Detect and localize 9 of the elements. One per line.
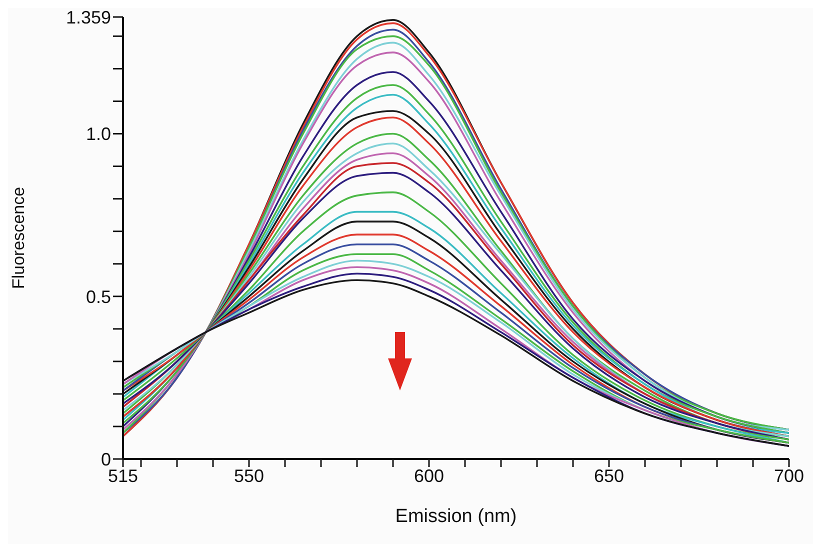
- y-axis-title: Fluorescence: [9, 186, 28, 290]
- x-tick-label: 700: [774, 466, 804, 486]
- x-axis-title: Emission (nm): [395, 506, 517, 527]
- x-tick-label: 600: [414, 466, 444, 486]
- y-tick-label: 1.0: [86, 124, 111, 144]
- y-tick-label: 1.359: [66, 7, 111, 28]
- x-tick-label: 650: [594, 466, 624, 486]
- y-tick-label: 0.5: [86, 286, 111, 307]
- x-tick-label: 550: [234, 466, 264, 486]
